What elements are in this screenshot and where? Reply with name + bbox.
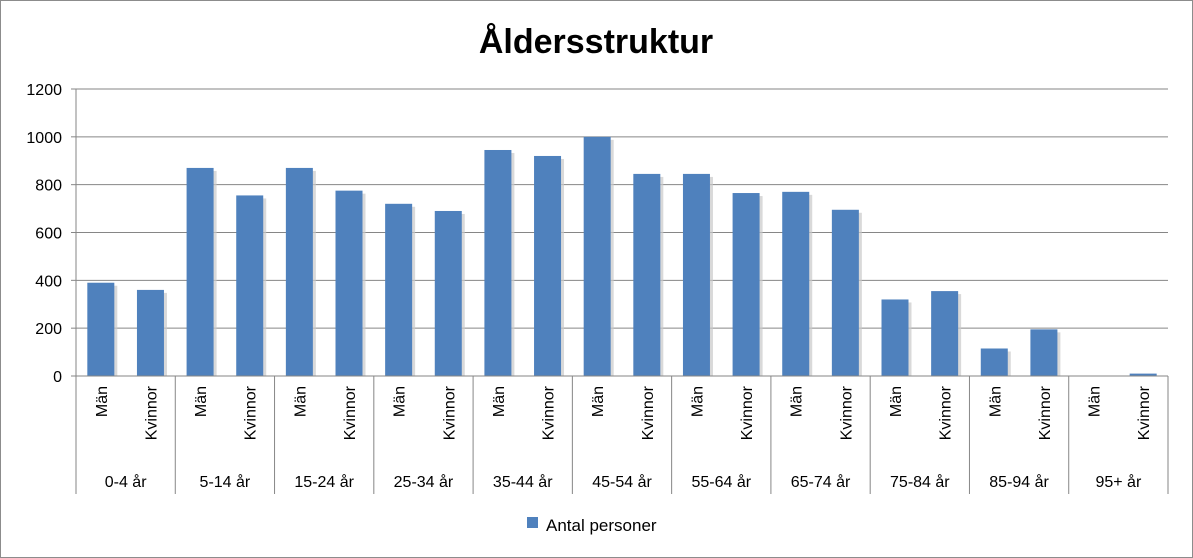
x-subcategory-label: Män xyxy=(789,386,806,417)
x-subcategory-label: Kvinnor xyxy=(441,385,458,440)
x-subcategory-label: Kvinnor xyxy=(541,385,558,440)
y-axis: 0 200 400 600 800 1000 1200 xyxy=(26,82,77,386)
x-subcategory-label: Kvinnor xyxy=(739,385,756,440)
x-subcategory-label: Män xyxy=(590,386,607,417)
bar xyxy=(732,193,760,376)
x-group-label: 55-64 år xyxy=(691,473,751,491)
x-subcategory-label: Män xyxy=(94,386,111,417)
legend-swatch xyxy=(527,517,538,528)
bar xyxy=(484,149,512,376)
bar xyxy=(1129,373,1157,376)
x-subcategory-label: Kvinnor xyxy=(1037,385,1054,440)
x-group-label: 45-54 år xyxy=(592,473,652,491)
x-group-label: 95+ år xyxy=(1095,473,1141,491)
y-tick-label: 1000 xyxy=(26,130,62,147)
bar xyxy=(534,155,562,376)
bars xyxy=(87,136,1157,376)
bar xyxy=(236,195,264,376)
y-tick-label: 800 xyxy=(35,178,62,195)
bar xyxy=(831,209,859,376)
bar xyxy=(931,291,959,376)
x-subcategory-label: Kvinnor xyxy=(143,385,160,440)
x-subcategory-label: Män xyxy=(987,386,1004,417)
bar xyxy=(136,289,164,376)
x-subcategory-label: Kvinnor xyxy=(243,385,260,440)
x-subcategory-label: Män xyxy=(392,386,409,417)
x-subcategory-label: Kvinnor xyxy=(938,385,955,440)
x-subcategory-label: Kvinnor xyxy=(342,385,359,440)
x-group-label: 35-44 år xyxy=(493,473,553,491)
bar xyxy=(285,167,313,376)
x-subcategory-label: Män xyxy=(689,386,706,417)
bar xyxy=(980,348,1008,376)
chart-title: Åldersstruktur xyxy=(479,23,713,61)
x-group-label: 25-34 år xyxy=(394,473,454,491)
bar xyxy=(87,282,115,376)
x-group-label: 85-94 år xyxy=(989,473,1049,491)
x-subcategory-label: Män xyxy=(292,386,309,417)
x-subcategory-label: Män xyxy=(193,386,210,417)
y-tick-label: 400 xyxy=(35,273,62,290)
x-group-label: 75-84 år xyxy=(890,473,950,491)
y-tick-label: 600 xyxy=(35,226,62,243)
bar xyxy=(881,299,909,376)
x-subcategory-label: Män xyxy=(888,386,905,417)
bar xyxy=(335,190,363,376)
x-axis: Män Kvinnor Män Kvinnor Män Kvinnor Män Kvinnor… xyxy=(75,375,1169,494)
x-subcategory-label: Män xyxy=(491,386,508,417)
x-group-label: 15-24 år xyxy=(294,473,354,491)
x-subcategory-label: Kvinnor xyxy=(640,385,657,440)
bar xyxy=(583,136,611,376)
y-tick-label: 1200 xyxy=(26,82,62,99)
x-group-label: 5-14 år xyxy=(200,473,251,491)
bar xyxy=(782,191,810,376)
bar xyxy=(1030,329,1058,376)
y-tick-label: 0 xyxy=(53,369,62,386)
x-subcategory-label: Kvinnor xyxy=(1136,385,1153,440)
x-group-label: 65-74 år xyxy=(791,473,851,491)
legend-label: Antal personer xyxy=(546,516,657,535)
bar xyxy=(633,173,661,376)
legend: Antal personer xyxy=(527,516,657,535)
x-subcategory-label: Män xyxy=(1087,386,1104,417)
y-tick-label: 200 xyxy=(35,321,62,338)
bar xyxy=(186,167,214,376)
bar xyxy=(434,210,462,376)
bar xyxy=(385,203,413,376)
x-subcategory-label: Kvinnor xyxy=(838,385,855,440)
bar xyxy=(682,173,710,376)
x-group-label: 0-4 år xyxy=(105,473,147,491)
